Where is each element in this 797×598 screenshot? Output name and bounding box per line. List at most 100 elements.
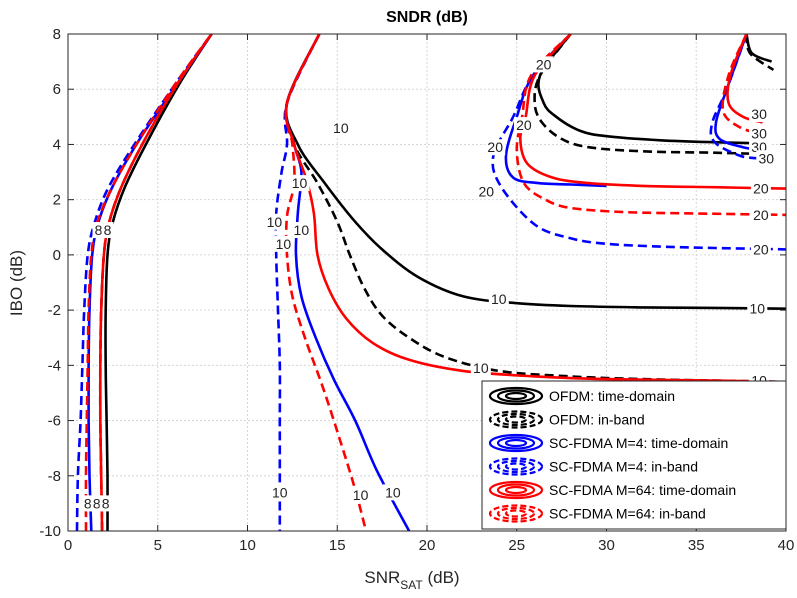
contour-label: 20	[753, 241, 769, 257]
x-tick-label: 10	[239, 537, 256, 554]
contour-label-bg	[476, 183, 497, 200]
y-tick-label: 8	[53, 26, 61, 43]
y-tick-label: -6	[48, 413, 61, 430]
contour-label-bg	[756, 150, 777, 167]
contour-label: 10	[353, 487, 369, 503]
series-5	[84, 34, 786, 531]
legend-item: SC-FDMA M=64: time-domain	[488, 480, 736, 500]
legend-label: SC-FDMA M=64: in-band	[549, 506, 706, 522]
contour-line-level-8	[98, 34, 213, 531]
contour-label-bg	[273, 235, 294, 252]
contour-line-level-8	[104, 34, 213, 531]
contour-line-level-30	[721, 34, 764, 135]
contour-label-bg	[513, 117, 534, 134]
x-tick-label: 15	[329, 537, 346, 554]
contour-label: 30	[751, 106, 767, 122]
x-tick-label: 40	[778, 537, 795, 554]
contour-label: 20	[516, 117, 532, 133]
legend-swatch-ring	[496, 412, 536, 427]
legend-swatch-ring	[496, 436, 536, 450]
contour-label: 10	[272, 484, 288, 500]
contour-line-level-10	[274, 34, 321, 531]
legend-swatch-ring	[504, 509, 528, 518]
x-tick-label: 35	[688, 537, 705, 554]
legend-swatch-ring	[504, 462, 528, 471]
contour-label-bg	[750, 241, 771, 258]
contour-label-bg	[289, 175, 310, 192]
legend-item: OFDM: in-band	[488, 410, 645, 429]
contour-label-bg	[330, 119, 351, 136]
contour-label-layer: 8888810101010101010101010101020202020202…	[81, 56, 777, 512]
legend-swatch-ring	[488, 504, 544, 523]
legend-swatch-ring	[488, 433, 544, 453]
legend-swatch-ring	[488, 480, 544, 500]
y-tick-label: 6	[53, 81, 61, 98]
contour-line-level-30	[745, 34, 775, 71]
legend: OFDM: time-domain OFDM: in-band SC-FDMA M=…	[481, 380, 787, 530]
contour-label: 10	[473, 360, 489, 376]
contour-label-bg	[470, 360, 491, 377]
contour-label-bg	[269, 484, 290, 501]
contour-label: 10	[749, 301, 765, 317]
contour-label-bg	[747, 300, 768, 317]
contour-label: 20	[487, 139, 503, 155]
legend-item: SC-FDMA M=64: in-band	[488, 504, 706, 523]
x-axis-label-main: SNR	[364, 568, 400, 587]
legend-label: SC-FDMA M=64: time-domain	[549, 482, 736, 498]
legend-swatch-ring	[488, 457, 544, 476]
legend-swatch-ring	[496, 483, 536, 497]
legend-label: SC-FDMA M=4: time-domain	[549, 435, 728, 451]
x-tick-label: 20	[419, 537, 436, 554]
contour-label: 8	[102, 495, 110, 511]
contour-label-bg	[488, 291, 509, 308]
contour-label: 10	[292, 175, 308, 191]
contour-label-bg	[750, 180, 771, 197]
legend-swatch-ring	[504, 485, 528, 495]
contour-label: 30	[758, 150, 774, 166]
legend-item: SC-FDMA M=4: in-band	[488, 457, 698, 476]
contour-label-bg	[382, 484, 403, 501]
contour-line-level-20	[533, 34, 769, 156]
legend-box	[481, 380, 787, 530]
contour-label-bg	[350, 487, 371, 504]
contour-line-level-10	[284, 34, 786, 384]
contour-label-bg	[749, 125, 770, 142]
contour-label: 8	[84, 495, 92, 511]
legend-swatch-ring	[488, 410, 544, 429]
contour-label: 20	[753, 181, 769, 197]
y-tick-label: -8	[48, 468, 61, 485]
y-tick-label: 0	[53, 247, 61, 264]
contour-label-bg	[99, 495, 112, 512]
x-tick-label: 25	[508, 537, 525, 554]
y-tick-label: 4	[53, 136, 61, 153]
legend-label: OFDM: in-band	[549, 412, 645, 428]
contour-label: 20	[536, 56, 552, 72]
contour-label: 8	[93, 495, 101, 511]
contour-line-level-20	[491, 34, 786, 251]
contour-line-level-20	[515, 34, 786, 217]
y-tick-label: -2	[48, 302, 61, 319]
x-axis-label: SNRSAT (dB)	[364, 568, 459, 592]
x-tick-label: 0	[64, 537, 72, 554]
legend-item: OFDM: time-domain	[488, 386, 675, 406]
contour-label: 10	[491, 291, 507, 307]
legend-item: SC-FDMA M=4: time-domain	[488, 433, 728, 453]
series-layer	[75, 34, 786, 531]
contour-label-bg	[533, 56, 554, 73]
legend-swatch-ring	[496, 389, 536, 403]
contour-label-bg	[749, 106, 770, 123]
contour-label: 10	[294, 222, 310, 238]
contour-label: 10	[385, 484, 401, 500]
contour-label-bg	[101, 222, 114, 239]
chart-title: SNDR (dB)	[386, 9, 468, 26]
contour-label-bg	[485, 139, 506, 156]
contour-line-level-30	[709, 34, 758, 160]
contour-line-level-20	[537, 34, 751, 145]
contour-label: 30	[751, 125, 767, 141]
legend-swatch-ring	[496, 459, 536, 474]
x-tick-label: 5	[154, 537, 162, 554]
series-4	[98, 34, 786, 531]
y-tick-label: 2	[53, 192, 61, 209]
contour-label: 10	[267, 214, 283, 230]
